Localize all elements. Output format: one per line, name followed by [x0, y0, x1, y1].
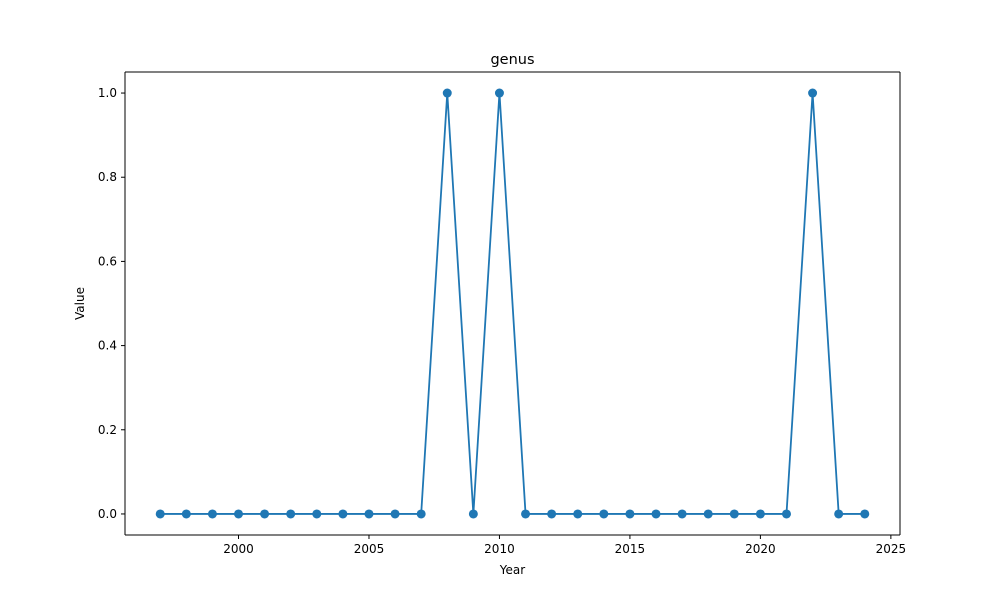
data-point — [625, 509, 635, 519]
data-point — [808, 88, 818, 98]
data-point — [651, 509, 661, 519]
data-point — [207, 509, 217, 519]
data-point — [260, 509, 270, 519]
data-point — [390, 509, 400, 519]
data-point — [494, 88, 504, 98]
data-point — [442, 88, 452, 98]
data-point — [468, 509, 478, 519]
data-point — [416, 509, 426, 519]
data-point — [521, 509, 531, 519]
data-point — [703, 509, 713, 519]
data-point — [181, 509, 191, 519]
y-tick-label: 0.8 — [98, 170, 117, 184]
data-point — [781, 509, 791, 519]
chart-title: genus — [490, 52, 534, 68]
data-point — [155, 509, 165, 519]
data-point — [860, 509, 870, 519]
x-tick-label: 2020 — [745, 542, 776, 556]
series-layer — [155, 88, 870, 519]
x-tick-label: 2010 — [484, 542, 515, 556]
y-tick-label: 0.6 — [98, 254, 117, 268]
data-point — [755, 509, 765, 519]
y-tick-label: 1.0 — [98, 86, 117, 100]
data-point — [834, 509, 844, 519]
ticks-layer: 2000 2005 2010 2015 2020 2025 0.0 0.2 0.4 0.6 0.8 1… — [98, 86, 906, 556]
data-point — [729, 509, 739, 519]
axes-layer — [124, 71, 901, 536]
data-point — [234, 509, 244, 519]
y-tick-label: 0.4 — [98, 339, 117, 353]
x-axis-label: Year — [499, 563, 525, 577]
y-tick-label: 0.0 — [98, 507, 117, 521]
data-point — [338, 509, 348, 519]
data-point — [286, 509, 296, 519]
y-tick-label: 0.2 — [98, 423, 117, 437]
x-tick-label: 2000 — [223, 542, 254, 556]
series-line — [160, 92, 865, 515]
data-point — [364, 509, 374, 519]
x-tick-label: 2015 — [615, 542, 646, 556]
x-tick-label: 2005 — [354, 542, 385, 556]
data-point — [599, 509, 609, 519]
data-point — [312, 509, 322, 519]
y-axis-label: Value — [73, 287, 87, 320]
data-point — [547, 509, 557, 519]
x-tick-label: 2025 — [876, 542, 907, 556]
data-point — [677, 509, 687, 519]
data-point — [573, 509, 583, 519]
